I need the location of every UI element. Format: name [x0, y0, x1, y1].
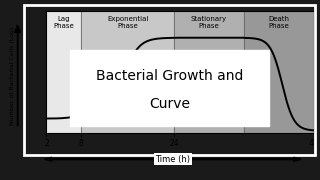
Text: Bacterial Growth and: Bacterial Growth and — [96, 69, 243, 83]
Text: Death
Phase: Death Phase — [268, 16, 289, 29]
Bar — [244, 11, 314, 133]
Bar — [81, 11, 174, 133]
Text: Exponential
Phase: Exponential Phase — [107, 16, 148, 29]
Bar — [46, 11, 81, 133]
Text: Stationary
Phase: Stationary Phase — [191, 16, 227, 29]
Text: Curve: Curve — [149, 97, 190, 111]
Text: Lag
Phase: Lag Phase — [53, 16, 74, 29]
Text: Number of Bacterial Cells (Log): Number of Bacterial Cells (Log) — [10, 26, 15, 125]
Bar — [174, 11, 244, 133]
Text: Time (h): Time (h) — [155, 155, 190, 164]
